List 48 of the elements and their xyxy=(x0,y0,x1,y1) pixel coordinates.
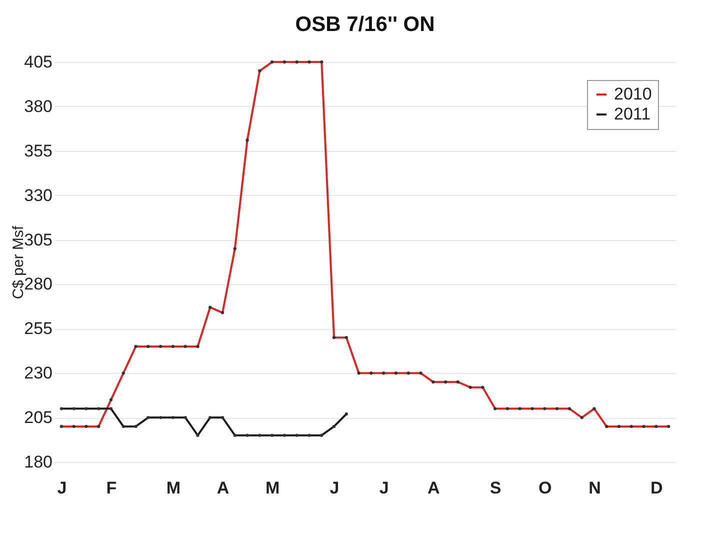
y-tick-label: 205 xyxy=(24,408,52,428)
y-tick-label: 405 xyxy=(24,52,52,72)
point xyxy=(344,412,348,416)
y-tick-label: 280 xyxy=(24,274,52,294)
point xyxy=(109,407,113,410)
x-tick-label: M xyxy=(166,478,181,498)
y-tick-label: 355 xyxy=(24,141,52,160)
x-tick-label: J xyxy=(379,478,389,498)
x-tick-label: N xyxy=(588,478,601,498)
x-tick-label: D xyxy=(650,478,663,498)
point xyxy=(258,434,262,437)
point xyxy=(295,434,298,437)
point xyxy=(184,416,187,420)
y-tick-label: 180 xyxy=(24,452,52,472)
chart-title: OSB 7/16'' ON xyxy=(295,13,435,36)
point xyxy=(220,416,224,420)
point xyxy=(171,416,175,420)
x-tick-label: A xyxy=(216,478,230,498)
point xyxy=(134,424,138,428)
x-tick-label: J xyxy=(330,478,340,498)
x-tick-label: J xyxy=(57,478,67,498)
point xyxy=(320,434,324,437)
y-tick-label: 230 xyxy=(24,364,52,383)
x-tick-label: A xyxy=(428,478,440,498)
point xyxy=(196,434,200,437)
point xyxy=(97,407,100,410)
point xyxy=(308,434,311,437)
y-tick-label: 380 xyxy=(24,96,52,116)
x-tick-label: S xyxy=(490,478,502,498)
y-tick-label: 330 xyxy=(24,186,52,205)
legend-label: 2011 xyxy=(614,104,651,124)
x-tick-label: F xyxy=(106,478,117,498)
point xyxy=(270,434,274,437)
point xyxy=(60,407,64,410)
point xyxy=(122,424,125,428)
point xyxy=(146,416,150,420)
point xyxy=(332,424,336,428)
point xyxy=(282,434,286,437)
point xyxy=(208,416,212,420)
point xyxy=(246,434,249,437)
x-tick-label: M xyxy=(265,478,280,498)
x-tick-label: O xyxy=(538,478,552,498)
point xyxy=(158,416,162,420)
legend-label: 2010 xyxy=(614,84,652,104)
point xyxy=(233,434,236,437)
y-tick-label: 255 xyxy=(24,319,52,338)
point xyxy=(84,407,88,410)
point xyxy=(72,407,76,410)
